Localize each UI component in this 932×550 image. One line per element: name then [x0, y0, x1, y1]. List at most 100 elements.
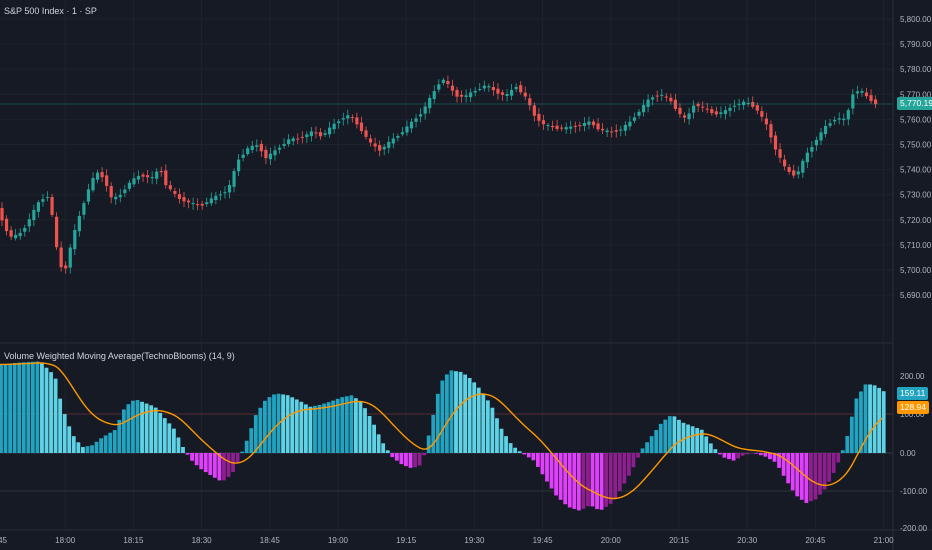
histogram-bar	[372, 424, 376, 453]
histogram-bar	[181, 446, 185, 453]
histogram-bar	[194, 453, 199, 466]
candle-body	[710, 109, 714, 114]
histogram-bar	[454, 371, 458, 453]
histogram-bar	[536, 453, 540, 467]
price-axis[interactable]: 5,800.00 5,790.00 5,780.00 5,770.00 5,760.00…	[900, 15, 932, 300]
indicator-value-tag: 159.11	[897, 387, 929, 400]
histogram-bar	[299, 401, 304, 453]
candle-body	[396, 136, 400, 138]
candle-body	[751, 102, 755, 107]
histogram-bar	[786, 453, 791, 484]
candle-body	[528, 98, 532, 106]
candle-body	[760, 111, 764, 117]
candle-body	[373, 143, 377, 147]
histogram-bar	[112, 430, 117, 453]
time-axis[interactable]: 17:45 18:00 18:15 18:30 18:45 19:00 19:15 19:30…	[0, 536, 894, 545]
signal-line[interactable]	[0, 362, 883, 500]
histogram-bar	[458, 371, 463, 453]
histogram-bar	[586, 453, 590, 507]
histogram-bar	[686, 424, 690, 453]
candle-body	[423, 106, 427, 114]
histogram-bar	[331, 400, 336, 453]
candle-body	[209, 198, 213, 204]
histogram-series[interactable]	[0, 361, 886, 511]
candle-body	[573, 125, 577, 127]
histogram-bar	[795, 453, 800, 497]
price-tick-label: 5,720.00	[900, 216, 932, 225]
candle-body	[860, 91, 864, 93]
candle-body	[305, 134, 309, 138]
candle-body	[787, 167, 791, 172]
time-tick-label: 18:45	[260, 536, 281, 545]
candle-body	[359, 122, 364, 132]
candle-body	[232, 171, 236, 187]
candle-body	[732, 105, 737, 107]
candle-body	[823, 125, 828, 135]
histogram-bar	[272, 394, 276, 453]
histogram-bar	[71, 436, 76, 453]
candle-body	[309, 131, 313, 137]
candle-body	[136, 175, 141, 180]
candle-body	[405, 126, 409, 133]
histogram-bar	[631, 453, 636, 468]
candle-body	[833, 119, 837, 122]
symbol-title[interactable]: S&P 500 Index · 1 · SP	[4, 6, 97, 16]
histogram-bar	[449, 370, 454, 453]
histogram-bar	[126, 404, 131, 453]
price-tick-label: 5,700.00	[900, 266, 932, 275]
histogram-bar	[185, 453, 190, 455]
candle-body	[619, 129, 623, 131]
indicator-title[interactable]: Volume Weighted Moving Average(TechnoBlo…	[4, 351, 235, 361]
candle-body	[355, 117, 359, 125]
candle-body	[778, 149, 782, 158]
histogram-bar	[654, 430, 659, 453]
histogram-bar	[153, 407, 158, 453]
indicator-axis[interactable]: 200.00 100.00 0.00 -100.00 -200.00	[900, 372, 928, 533]
candle-body	[414, 118, 418, 122]
histogram-bar	[217, 453, 222, 481]
histogram-bar	[522, 453, 527, 455]
candle-body	[478, 88, 482, 90]
histogram-bar	[576, 453, 581, 511]
histogram-bar	[226, 453, 231, 477]
histogram-bar	[804, 453, 809, 503]
histogram-bar	[167, 423, 172, 453]
candle-body	[769, 124, 773, 138]
candle-body	[9, 230, 13, 237]
histogram-bar	[708, 443, 713, 453]
histogram-bar	[12, 363, 17, 453]
histogram-bar	[253, 415, 258, 453]
histogram-bar	[162, 418, 167, 453]
candle-body	[464, 95, 468, 97]
candle-body	[660, 94, 664, 96]
candle-body	[764, 118, 768, 125]
histogram-bar	[567, 453, 572, 508]
candlestick-series[interactable]	[0, 75, 878, 274]
histogram-bar	[777, 453, 781, 468]
candle-body	[641, 105, 646, 113]
candle-body	[314, 132, 318, 134]
histogram-bar	[836, 453, 841, 463]
histogram-bar	[335, 398, 340, 453]
histogram-bar	[308, 406, 313, 453]
histogram-bar	[212, 453, 217, 478]
candle-body	[842, 118, 846, 121]
price-tick-label: 5,730.00	[900, 191, 932, 200]
histogram-bar	[285, 395, 290, 453]
histogram-bar	[135, 400, 140, 453]
price-tick-label: 5,760.00	[900, 115, 932, 124]
candle-body	[723, 110, 728, 115]
histogram-bar	[0, 364, 3, 453]
price-tick-label: 5,800.00	[900, 15, 932, 24]
candle-body	[32, 210, 36, 221]
candle-body	[728, 107, 732, 111]
candle-body	[82, 203, 86, 215]
time-tick-label: 19:00	[328, 536, 349, 545]
histogram-bar	[303, 404, 308, 453]
histogram-bar	[58, 398, 63, 453]
candle-body	[255, 145, 259, 147]
candle-body	[446, 80, 450, 85]
candle-body	[259, 143, 263, 152]
candle-body	[387, 141, 391, 148]
